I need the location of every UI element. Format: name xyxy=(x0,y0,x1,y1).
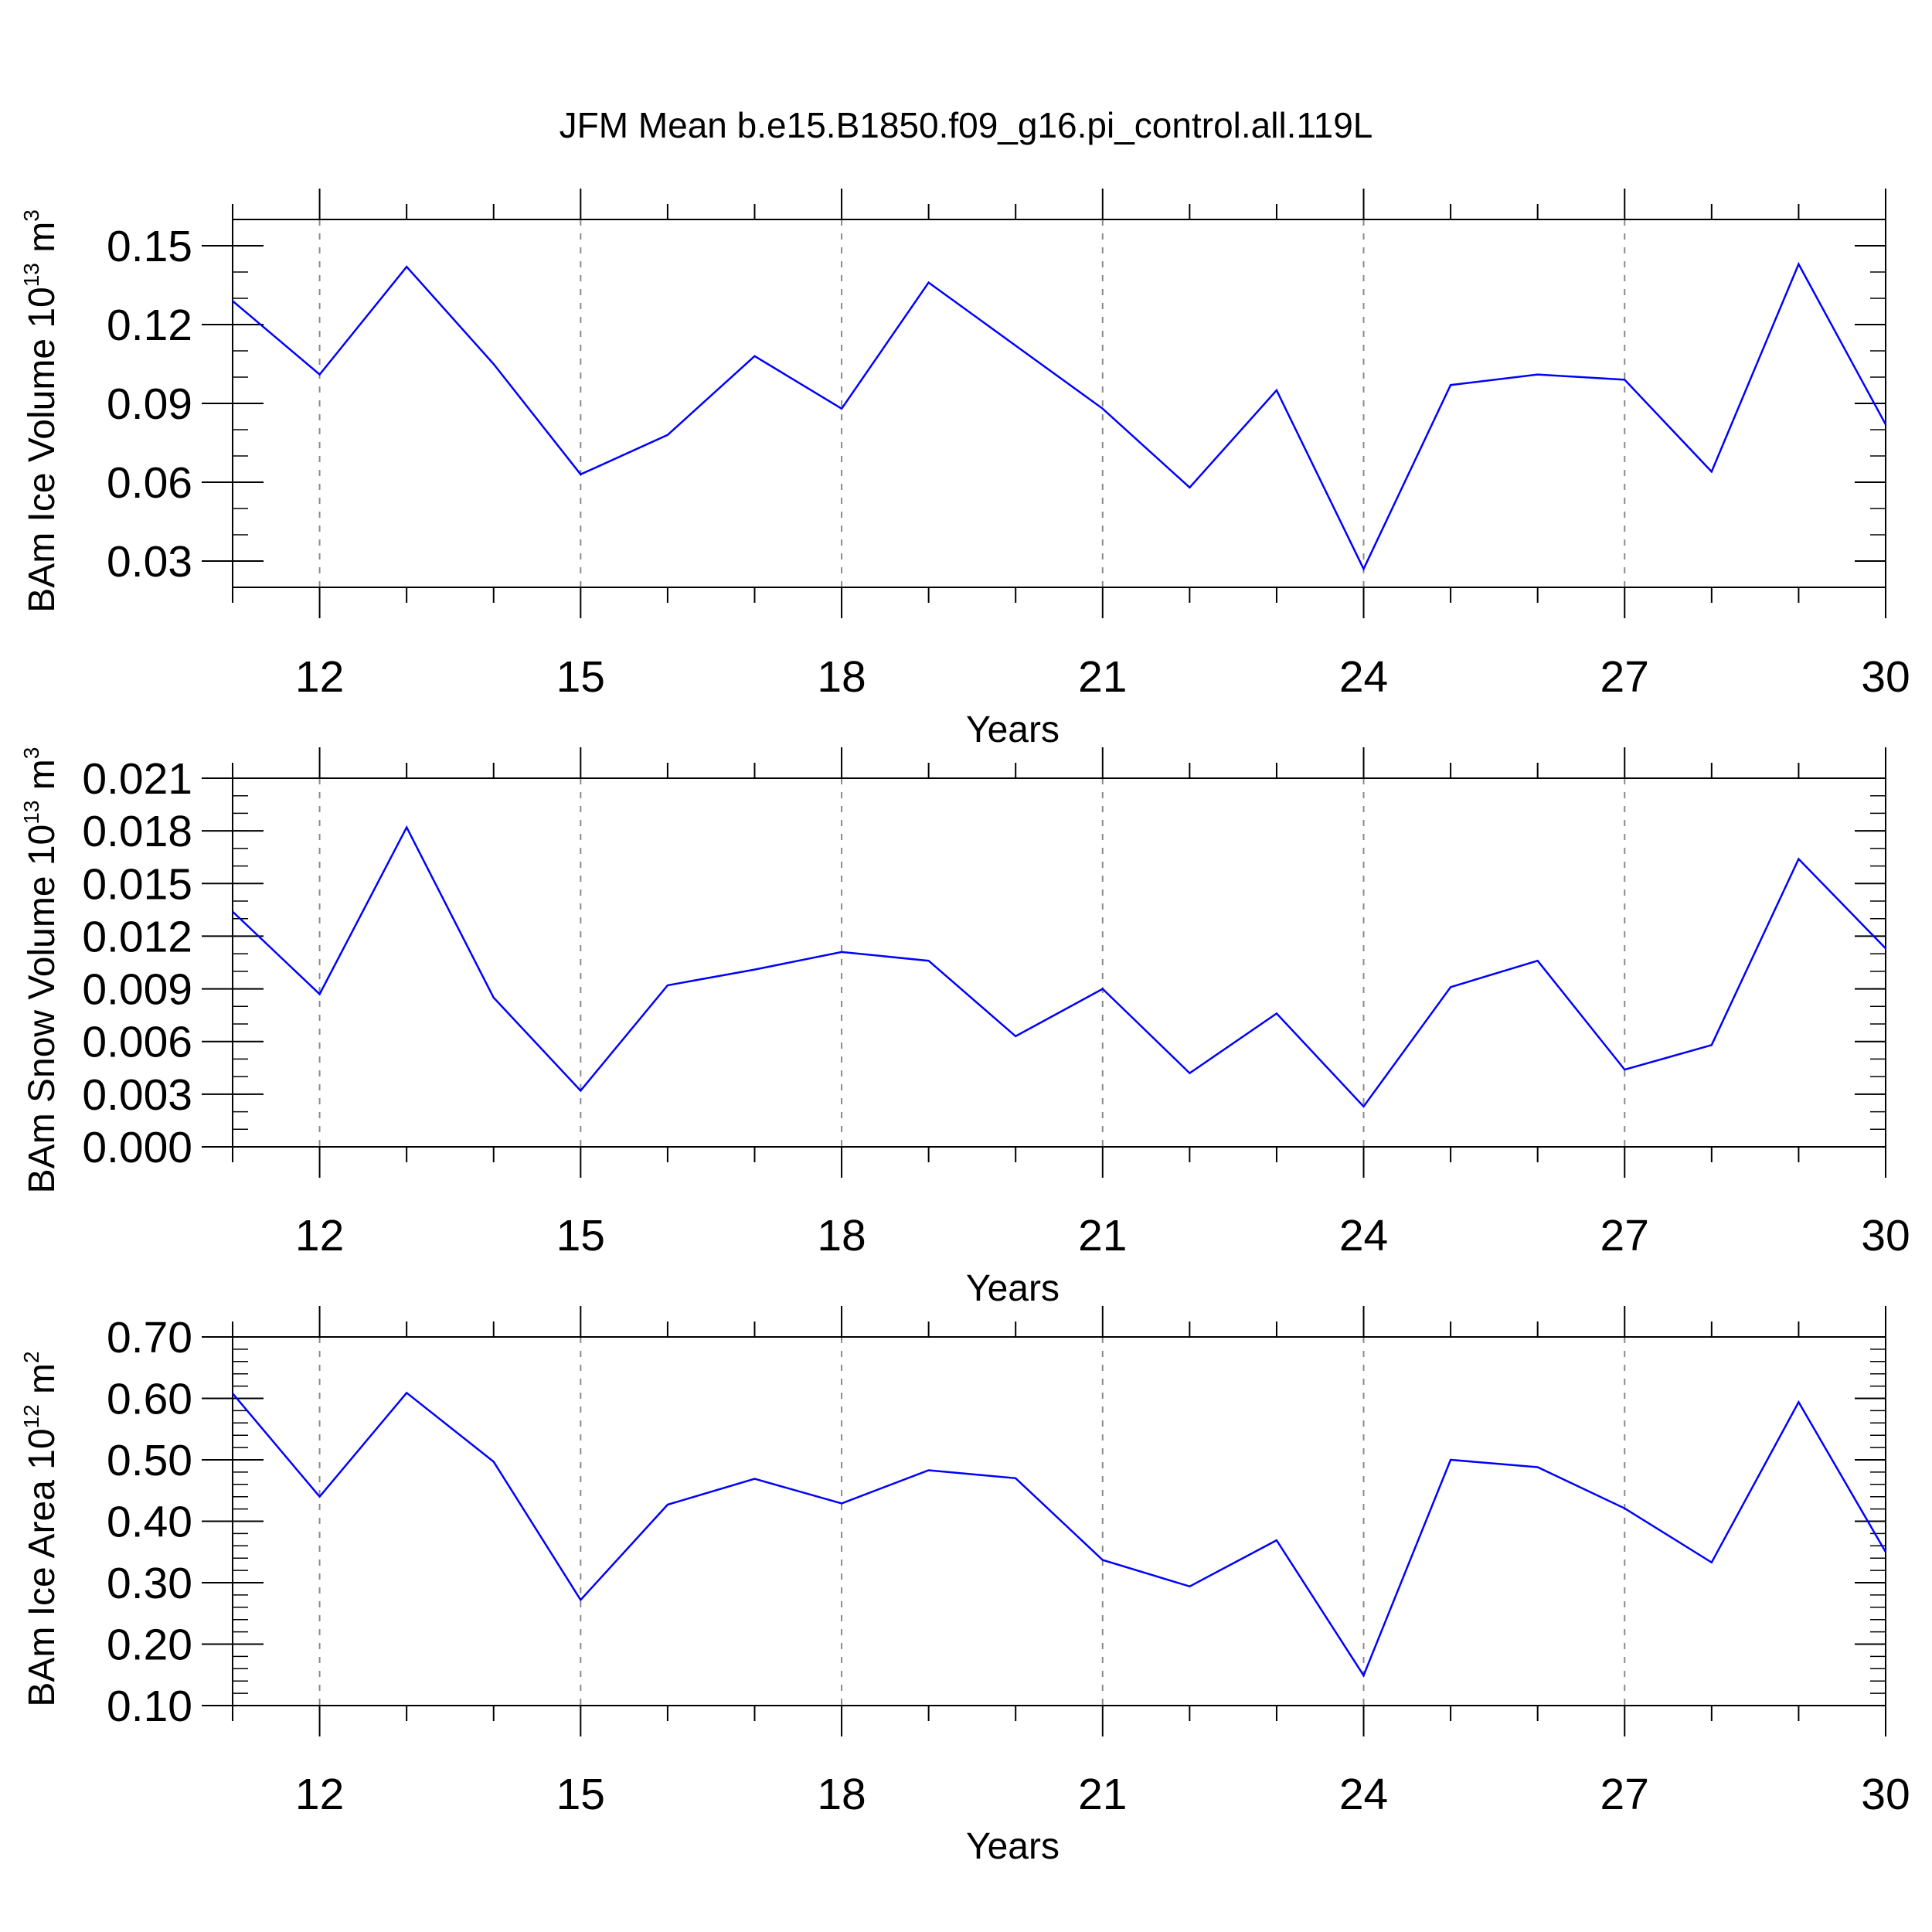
x-tick-label: 27 xyxy=(1600,1211,1649,1260)
x-tick-label: 21 xyxy=(1078,652,1127,702)
y-axis-label: BAm Snow Volume 1013 m3 xyxy=(19,747,63,1194)
x-tick-label: 30 xyxy=(1861,1770,1910,1819)
y-axis-label-exponent: 12 xyxy=(19,1404,43,1428)
y-tick-label: 0.50 xyxy=(107,1436,192,1485)
chart-panel-2: 12 15 18 21 24 27 300.0000.0030.0060.0090.0120… xyxy=(19,747,1910,1309)
y-tick-label: 0.009 xyxy=(82,965,192,1015)
y-axis-label-exponent: 3 xyxy=(19,209,43,222)
panels: 12 15 18 21 24 27 30 0.03 0.06 0.09 0.12 0.15 Years B… xyxy=(19,189,1910,1867)
y-axis-label-part: BAm Snow Volume 10 xyxy=(22,825,63,1194)
y-tick-label: 0.70 xyxy=(107,1313,192,1362)
chart-panel-3: 12 15 18 21 24 27 30 0.10 0.20 0.30 0.40 0.50 0.60 0.… xyxy=(19,1306,1910,1867)
x-tick-label: 30 xyxy=(1861,652,1910,702)
x-tick-label: 15 xyxy=(556,1770,605,1819)
y-tick-label: 0.018 xyxy=(82,807,192,856)
y-tick-label: 0.40 xyxy=(107,1498,192,1547)
y-axis-label-exponent: 13 xyxy=(19,801,43,825)
x-tick-label: 27 xyxy=(1600,652,1649,702)
x-tick-label: 18 xyxy=(817,1770,866,1819)
data-series-line xyxy=(232,825,1886,1108)
y-tick-label: 0.000 xyxy=(82,1123,192,1172)
y-axis-label-part: BAm Ice Area 10 xyxy=(22,1428,63,1706)
x-tick-label: 21 xyxy=(1078,1211,1127,1260)
x-tick-label: 27 xyxy=(1600,1770,1649,1819)
x-tick-label: 24 xyxy=(1339,1770,1388,1819)
y-tick-label: 0.30 xyxy=(107,1559,192,1608)
y-axis-label-part: m xyxy=(22,759,63,800)
x-tick-label: 24 xyxy=(1339,652,1388,702)
data-series-line xyxy=(232,261,1887,572)
figure-title: JFM Mean b.e15.B1850.f09_g16.pi_control.… xyxy=(560,105,1373,145)
y-tick-label: 0.003 xyxy=(82,1070,192,1120)
y-tick-label: 0.006 xyxy=(82,1018,192,1067)
chart-panel-1: 12 15 18 21 24 27 30 0.03 0.06 0.09 0.12 0.15 Years B… xyxy=(19,189,1910,750)
x-tick-label: 15 xyxy=(556,652,605,702)
x-axis-label: Years xyxy=(966,1268,1060,1309)
x-tick-label: 18 xyxy=(817,1211,866,1260)
x-tick-label: 12 xyxy=(295,652,344,702)
y-tick-label: 0.20 xyxy=(107,1621,192,1670)
data-series-line xyxy=(232,1391,1887,1678)
y-axis-label-part: m xyxy=(22,1363,63,1404)
y-tick-label: 0.60 xyxy=(107,1375,192,1424)
y-axis-label: BAm Ice Volume 1013 m3 xyxy=(19,209,63,613)
y-tick-label: 0.10 xyxy=(107,1682,192,1731)
plot-frame xyxy=(232,777,1886,1148)
y-tick-label: 0.09 xyxy=(107,379,192,429)
x-tick-label: 18 xyxy=(817,652,866,702)
x-tick-label: 24 xyxy=(1339,1211,1388,1260)
y-axis-label-part: BAm Ice Volume 10 xyxy=(22,287,63,613)
x-tick-label: 12 xyxy=(295,1770,344,1819)
y-tick-label: 0.06 xyxy=(107,458,192,508)
x-tick-label: 12 xyxy=(295,1211,344,1260)
y-tick-label: 0.15 xyxy=(107,222,192,271)
x-axis-label: Years xyxy=(966,1826,1060,1867)
x-tick-label: 15 xyxy=(556,1211,605,1260)
y-axis-label-exponent: 13 xyxy=(19,263,43,287)
y-axis-label-exponent: 2 xyxy=(19,1351,43,1363)
y-tick-label: 0.12 xyxy=(107,301,192,350)
x-tick-label: 30 xyxy=(1861,1211,1910,1260)
y-tick-label: 0.03 xyxy=(107,537,192,587)
y-tick-label: 0.021 xyxy=(82,754,192,804)
y-axis-label: BAm Ice Area 1012 m2 xyxy=(19,1351,63,1706)
y-axis-label-part: m xyxy=(22,222,63,263)
y-axis-label-exponent: 3 xyxy=(19,747,43,760)
plot-frame xyxy=(232,1336,1886,1706)
x-axis-label: Years xyxy=(966,709,1060,750)
plot-frame xyxy=(232,219,1886,588)
y-tick-label: 0.015 xyxy=(82,859,192,909)
y-tick-label: 0.012 xyxy=(82,912,192,961)
x-tick-label: 21 xyxy=(1078,1770,1127,1819)
